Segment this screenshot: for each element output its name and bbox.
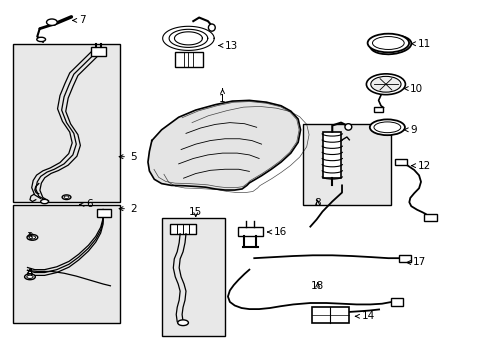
Ellipse shape — [369, 120, 404, 135]
Ellipse shape — [46, 19, 57, 26]
Text: 11: 11 — [411, 39, 430, 49]
Ellipse shape — [27, 234, 38, 240]
Text: 7: 7 — [73, 15, 85, 26]
Text: 8: 8 — [314, 198, 320, 208]
Text: 18: 18 — [310, 281, 324, 291]
Text: 2: 2 — [119, 204, 136, 214]
Ellipse shape — [366, 74, 405, 95]
Bar — [238, 226, 262, 235]
Polygon shape — [148, 100, 300, 190]
Bar — [303, 125, 390, 205]
Ellipse shape — [344, 124, 351, 130]
Ellipse shape — [27, 275, 33, 278]
Bar — [174, 52, 203, 67]
Ellipse shape — [29, 236, 36, 239]
Text: 1: 1 — [219, 89, 225, 104]
Bar — [311, 307, 348, 323]
Text: 16: 16 — [267, 227, 286, 237]
Bar — [91, 47, 105, 56]
Bar — [373, 107, 383, 112]
Bar — [390, 298, 403, 306]
Bar — [161, 218, 224, 336]
Ellipse shape — [367, 34, 408, 52]
Bar — [13, 44, 120, 202]
Text: 6: 6 — [80, 199, 92, 210]
Ellipse shape — [372, 37, 404, 49]
Text: 12: 12 — [411, 161, 430, 171]
Ellipse shape — [41, 199, 48, 204]
Bar — [170, 224, 195, 234]
Text: 9: 9 — [404, 125, 416, 135]
Ellipse shape — [62, 195, 71, 199]
Ellipse shape — [64, 196, 69, 198]
Bar — [13, 205, 120, 323]
Bar — [323, 132, 340, 178]
Ellipse shape — [177, 320, 188, 325]
Ellipse shape — [24, 274, 35, 280]
Text: 13: 13 — [219, 41, 238, 50]
Bar — [423, 215, 436, 221]
Ellipse shape — [37, 37, 45, 41]
Text: 14: 14 — [355, 311, 374, 321]
Text: 17: 17 — [406, 257, 425, 267]
Text: 5: 5 — [119, 152, 136, 162]
Ellipse shape — [369, 35, 410, 54]
Bar — [398, 255, 410, 262]
Bar — [394, 159, 407, 165]
Text: 15: 15 — [189, 207, 202, 217]
Text: 10: 10 — [404, 84, 423, 94]
Text: 3: 3 — [26, 232, 33, 242]
Ellipse shape — [370, 76, 400, 92]
Ellipse shape — [373, 122, 400, 133]
Ellipse shape — [208, 24, 215, 31]
Bar — [97, 210, 111, 217]
Text: 4: 4 — [26, 268, 33, 278]
